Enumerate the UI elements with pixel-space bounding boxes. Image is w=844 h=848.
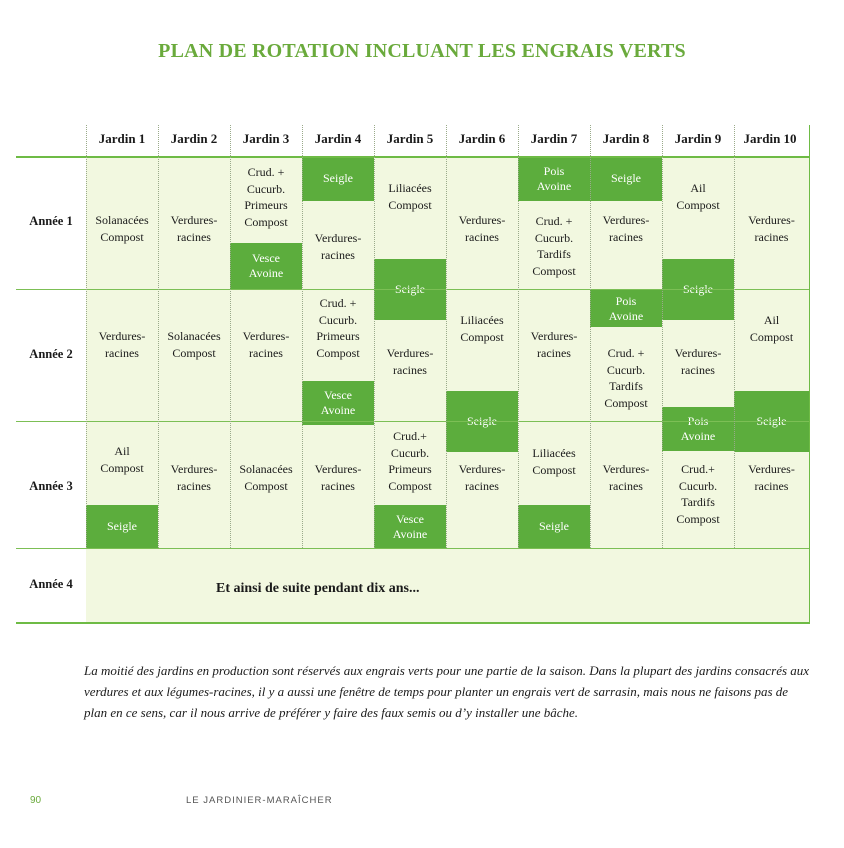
page-title: PLAN DE ROTATION INCLUANT LES ENGRAIS VE…	[158, 40, 686, 62]
col-divider	[158, 125, 159, 548]
col-divider	[86, 125, 87, 548]
row-label-annee-3: Année 3	[29, 479, 73, 493]
col-header-jardin-9: Jardin 9	[674, 131, 722, 146]
crop-j8-y1: Verdures- racines	[602, 213, 650, 244]
crop-j5-y3: Crud.+ Cucurb. Primeurs Compost	[388, 429, 432, 493]
col-header-jardin-3: Jardin 3	[242, 131, 290, 146]
row-label-annee-1: Année 1	[29, 214, 73, 228]
crop-j6-y2: Liliacées Compost	[460, 313, 504, 344]
col-divider	[662, 125, 663, 548]
col-header-jardin-1: Jardin 1	[98, 131, 146, 146]
crop-j5-y2: Verdures- racines	[386, 346, 434, 377]
crop-j8-y3: Verdures- racines	[602, 462, 650, 493]
col-header-jardin-10: Jardin 10	[743, 131, 797, 146]
crop-j7-y2: Verdures- racines	[530, 329, 578, 360]
crop-j9-y2: Verdures- racines	[674, 346, 722, 377]
crop-j6-y1: Verdures- racines	[458, 213, 506, 244]
green-manure-j8-y2: Pois Avoine	[590, 290, 662, 327]
right-rule	[809, 125, 810, 624]
green-manure-j7-y1: Pois Avoine	[518, 156, 590, 201]
green-manure-j4-y2: Vesce Avoine	[302, 381, 374, 425]
crop-j9-y1: Ail Compost	[676, 181, 720, 212]
green-manure-j9-y2: Pois Avoine	[662, 407, 734, 451]
col-divider	[302, 125, 303, 548]
row-rule-3	[16, 548, 810, 549]
col-divider	[446, 125, 447, 548]
green-manure-j8-y1: Seigle	[590, 156, 662, 201]
green-manure-j3-y1: Vesce Avoine	[230, 243, 302, 289]
col-header-jardin-4: Jardin 4	[314, 131, 362, 146]
crop-j6-y3: Verdures- racines	[458, 462, 506, 493]
crop-j3-y1: Crud. + Cucurb. Primeurs Compost	[244, 165, 288, 229]
header-rule	[16, 156, 810, 158]
col-header-jardin-8: Jardin 8	[602, 131, 650, 146]
crop-j3-y2: Verdures- racines	[242, 329, 290, 360]
crop-j8-y2: Crud. + Cucurb. Tardifs Compost	[604, 346, 648, 410]
bottom-rule	[16, 622, 810, 624]
col-divider	[590, 125, 591, 548]
crop-j1-y3: Ail Compost	[100, 444, 144, 475]
crop-j2-y3: Verdures- racines	[170, 462, 218, 493]
crop-j3-y3: Solanacées Compost	[239, 462, 293, 493]
crop-j4-y2: Crud. + Cucurb. Primeurs Compost	[316, 296, 360, 360]
crop-j7-y3: Liliacées Compost	[532, 446, 576, 477]
col-header-jardin-6: Jardin 6	[458, 131, 506, 146]
table-background	[86, 156, 810, 623]
crop-j10-y3: Verdures- racines	[748, 462, 795, 493]
crop-j1-y2: Verdures- racines	[98, 329, 146, 360]
crop-j4-y1: Verdures- racines	[314, 231, 362, 262]
crop-j1-y1: Solanacées Compost	[95, 213, 149, 244]
rotation-table: Jardin 1 Jardin 2 Jardin 3 Jardin 4 Jard…	[16, 125, 810, 625]
row-label-annee-2: Année 2	[29, 347, 73, 361]
col-divider	[518, 125, 519, 548]
crop-j10-y2: Ail Compost	[749, 313, 794, 344]
green-manure-j5-y3: Vesce Avoine	[374, 505, 446, 548]
figure-caption: La moitié des jardins en production sont…	[84, 663, 810, 720]
continuation-text: Et ainsi de suite pendant dix ans...	[216, 581, 420, 596]
row-rule-1	[16, 289, 810, 290]
green-manure-j4-y1: Seigle	[302, 156, 374, 201]
row-label-annee-4: Année 4	[29, 577, 73, 591]
crop-j10-y1: Verdures- racines	[748, 213, 795, 244]
col-divider	[734, 125, 735, 548]
col-divider	[230, 125, 231, 548]
row-rule-2	[16, 421, 810, 422]
page-number: 90	[30, 795, 42, 806]
green-manure-j7-y3: Seigle	[518, 505, 590, 548]
col-divider	[374, 125, 375, 548]
col-header-jardin-2: Jardin 2	[170, 131, 218, 146]
crop-j4-y3: Verdures- racines	[314, 462, 362, 493]
col-header-jardin-7: Jardin 7	[530, 131, 578, 146]
crop-j2-y1: Verdures- racines	[170, 213, 218, 244]
crop-j2-y2: Solanacées Compost	[167, 329, 221, 360]
crop-j5-y1: Liliacées Compost	[388, 181, 432, 212]
crop-j9-y3: Crud.+ Cucurb. Tardifs Compost	[676, 462, 720, 526]
crop-j7-y1: Crud. + Cucurb. Tardifs Compost	[532, 214, 576, 278]
book-title: LE JARDINIER-MARAÎCHER	[186, 795, 333, 806]
green-manure-j1-y3: Seigle	[86, 505, 158, 548]
col-header-jardin-5: Jardin 5	[386, 131, 434, 146]
